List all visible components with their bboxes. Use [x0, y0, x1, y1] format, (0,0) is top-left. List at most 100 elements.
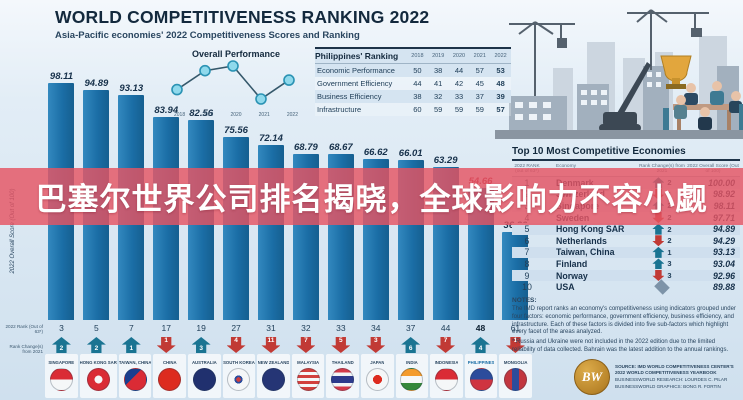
- rank-change-value: 3: [667, 271, 672, 281]
- top10-row[interactable]: 10 USA 89.88: [512, 279, 740, 295]
- mn-flag-icon: [504, 368, 528, 391]
- ph-factor-value: 44: [454, 66, 464, 75]
- economy-flag-card[interactable]: TAIWAN, CHINA: [118, 354, 152, 398]
- economy-rank-value: 44: [440, 323, 451, 333]
- ph-factor-value: 60: [413, 105, 422, 114]
- bar-column: 75.56: [219, 58, 254, 320]
- economy-flag-card[interactable]: AUSTRALIA: [188, 354, 221, 398]
- rank-change-down-arrow-icon: 7: [436, 337, 456, 353]
- cn-flag-icon: [158, 368, 182, 391]
- mini-chart-year-axis: 2018 2019 2020 2021 2022: [168, 112, 304, 118]
- in-flag-icon: [400, 368, 424, 391]
- economy-flag-card[interactable]: HONG KONG SAR: [79, 354, 117, 398]
- rank-row-label: 2022 Rank (Out of 63*): [5, 324, 43, 334]
- id-flag-icon: [435, 368, 459, 391]
- bar-value-label: 66.62: [363, 146, 388, 158]
- top10-change: 2: [638, 223, 686, 235]
- top10-row[interactable]: 7 Taiwan, China 1 93.13: [512, 246, 740, 259]
- change-row-label: Rank Change(s) from 2021: [9, 344, 43, 354]
- score-bar[interactable]: [223, 137, 250, 320]
- top10-economy: Finland: [556, 258, 588, 269]
- ph-flag-icon: [469, 368, 493, 391]
- economy-name-label: THAILAND: [331, 360, 354, 365]
- economy-rank-value: 7: [128, 323, 134, 333]
- ph-factor-value: 59: [475, 105, 484, 114]
- rank-change-up-arrow-icon: 1: [121, 337, 141, 353]
- top10-rank: 8: [524, 258, 530, 269]
- rank-change-cell: 11: [254, 336, 289, 354]
- economy-name-label: NEW ZEALAND: [257, 360, 290, 365]
- economy-name-label: HONG KONG SAR: [79, 360, 117, 365]
- rank-change-up-arrow-icon: [652, 258, 665, 270]
- economy-flag-card[interactable]: MONGOLIA: [499, 354, 532, 398]
- rank-change-down-arrow-icon: [652, 235, 665, 247]
- bottom-row-labels: 2022 Rank (Out of 63*) Rank Change(s) fr…: [0, 320, 43, 362]
- bar-value-label: 68.67: [328, 141, 353, 153]
- top10-row[interactable]: 9 Norway 3 92.96: [512, 269, 740, 282]
- top10-rank: 5: [524, 224, 530, 235]
- economy-flag-card[interactable]: SINGAPORE: [45, 354, 78, 398]
- rank-change-value: 2: [667, 224, 672, 234]
- economy-flag-card[interactable]: SOUTH KOREA: [222, 354, 256, 398]
- economy-flag-card[interactable]: CHINA: [153, 354, 187, 398]
- ph-factor-value: 57: [496, 105, 505, 114]
- ph-year-header: 2018: [411, 53, 424, 59]
- page-title: WORLD COMPETITIVENESS RANKING 2022: [55, 7, 430, 27]
- page-subtitle: Asia-Pacific economies' 2022 Competitive…: [55, 30, 360, 41]
- research-line: BUSINESSWORLD RESEARCH: LOURDES C. PILAR: [615, 377, 728, 382]
- economy-flag-card[interactable]: INDIA: [395, 354, 429, 398]
- economy-flag-card[interactable]: MALAYSIA: [291, 354, 325, 398]
- credit-lines: SOURCE: IMD WORLD COMPETITIVENESS CENTER…: [615, 364, 742, 391]
- ph-factor-label: Infrastructure: [317, 105, 362, 114]
- economy-flag-card[interactable]: INDONESIA: [430, 354, 463, 398]
- kr-flag-icon: [227, 368, 251, 391]
- tw-flag-icon: [123, 368, 147, 391]
- credits: BW SOURCE: IMD WORLD COMPETITIVENESS CEN…: [574, 359, 742, 395]
- bar-value-label: 93.13: [119, 82, 144, 94]
- top10-row[interactable]: 5 Hong Kong SAR 2 94.89: [512, 223, 740, 235]
- top10-row[interactable]: 6 Netherlands 2 94.29: [512, 235, 740, 247]
- city-construction-illustration: [495, 9, 743, 139]
- economy-rank-value: 32: [301, 323, 311, 333]
- bar-value-label: 66.01: [398, 148, 423, 160]
- economy-flag-card[interactable]: NEW ZEALAND: [257, 354, 290, 398]
- economy-flag-card[interactable]: PHILIPPINES: [464, 354, 498, 398]
- rank-change-up-arrow-icon: [652, 223, 665, 235]
- economy-flag-card[interactable]: JAPAN: [361, 354, 394, 398]
- top10-row[interactable]: 8 Finland 3 93.04: [512, 258, 740, 270]
- ph-table-title: Philippines' Ranking: [315, 51, 399, 61]
- overall-performance-chart: Overall Performance 2018 2019 2020 2021 2022: [168, 49, 304, 118]
- ph-factor-value: 53: [496, 66, 505, 75]
- rank-change-value: 2: [667, 236, 672, 246]
- bar-value-label: 98.11: [49, 70, 73, 82]
- bar-value-label: 68.79: [294, 141, 318, 153]
- ph-factor-value: 44: [413, 79, 422, 88]
- top10-rank: 9: [524, 270, 530, 281]
- economy-rank-value: 33: [336, 323, 346, 333]
- rank-change-cell: 7: [288, 336, 323, 354]
- sg-flag-icon: [49, 368, 73, 391]
- top10-economy: Netherlands: [556, 235, 607, 246]
- ph-year-header: 2021: [473, 53, 486, 59]
- top10-score: 94.29: [712, 235, 735, 246]
- bar-value-label: 94.89: [84, 78, 109, 90]
- rank-change-cell: 1: [114, 336, 149, 354]
- rank-change-cell: 5: [323, 336, 358, 354]
- rank-change-down-arrow-icon: 5: [331, 337, 351, 353]
- ph-factor-value: 50: [413, 66, 422, 75]
- top10-score: 92.96: [712, 270, 735, 281]
- ph-factor-value: 32: [434, 92, 443, 101]
- mini-chart-year-tick: 2018: [174, 112, 186, 118]
- economy-flag-card[interactable]: THAILAND: [326, 354, 360, 398]
- economy-rank-value: 17: [161, 323, 171, 333]
- ph-factor-value: 45: [475, 79, 484, 88]
- economy-rank-value: 3: [59, 323, 64, 333]
- ph-factor-value: 59: [454, 105, 464, 114]
- top10-change: 3: [638, 258, 686, 270]
- top10-score: 93.04: [712, 258, 735, 269]
- ph-factor-value: 39: [496, 92, 505, 101]
- economy-name-label: SINGAPORE: [48, 360, 75, 365]
- economy-name-label: JAPAN: [370, 360, 385, 365]
- rank-change-cell: 1: [149, 336, 184, 354]
- economy-rank-value: 31: [266, 323, 276, 333]
